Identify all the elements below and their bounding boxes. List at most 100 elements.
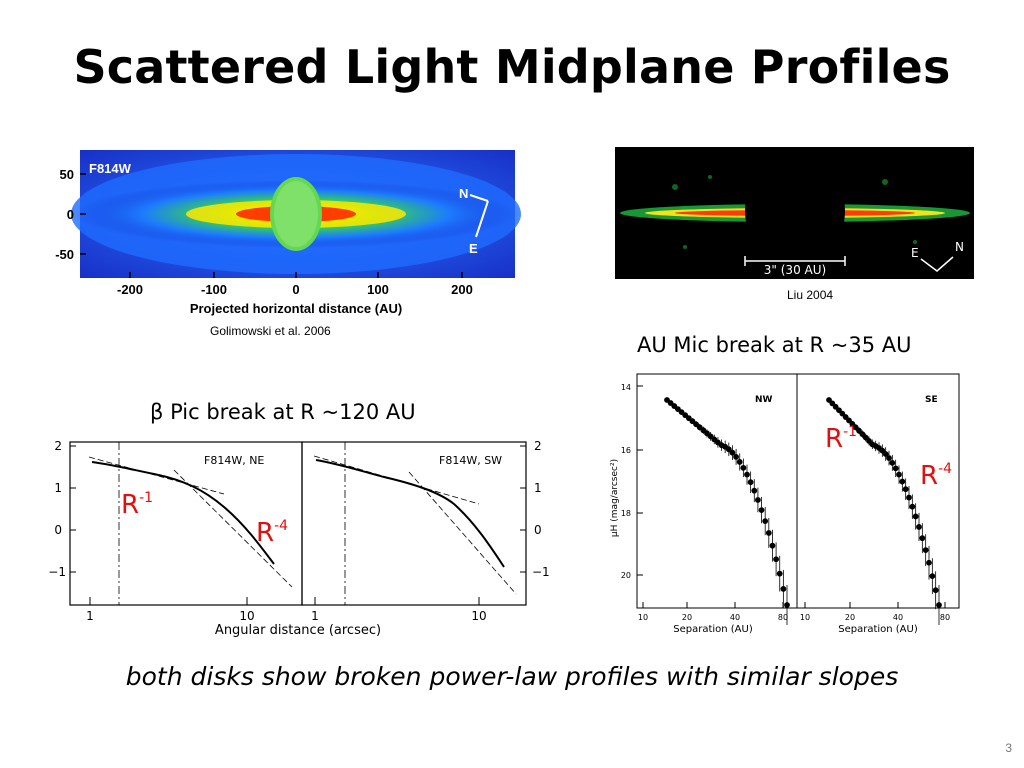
data-point xyxy=(852,424,859,431)
data-point xyxy=(929,573,936,580)
data-point xyxy=(892,465,899,472)
y-tick: 18 xyxy=(621,509,631,518)
data-point xyxy=(678,409,685,416)
panel-label-sw: F814W, SW xyxy=(439,454,502,467)
x-tick: 10 xyxy=(800,613,810,622)
y-tick: 20 xyxy=(621,571,631,580)
au-mic-r-minus1-label: R-1 xyxy=(825,424,857,454)
compass-e-label: E xyxy=(911,246,919,260)
data-point xyxy=(736,459,743,465)
data-point xyxy=(936,602,942,608)
x-axis-label: Separation (AU) xyxy=(673,624,753,635)
data-point xyxy=(842,414,849,420)
data-point xyxy=(919,535,926,542)
y-axis-label: μH (mag/arcsec²) xyxy=(610,459,620,537)
data-point xyxy=(896,471,902,478)
data-point xyxy=(696,424,703,431)
y-tick-right: −1 xyxy=(532,565,550,579)
r-exponent: -1 xyxy=(843,424,858,440)
data-point xyxy=(762,518,769,525)
au-mic-r-minus4-label: R-4 xyxy=(920,461,952,491)
data-point xyxy=(859,431,866,437)
r-letter: R xyxy=(121,490,140,520)
data-point xyxy=(725,446,732,453)
data-point xyxy=(729,449,736,456)
r-exponent: -4 xyxy=(274,518,289,534)
compass-n-label: N xyxy=(955,240,964,254)
data-point xyxy=(758,507,765,514)
data-point xyxy=(784,602,790,608)
x-axis-label: Separation (AU) xyxy=(838,624,918,635)
data-point xyxy=(932,587,939,594)
data-point xyxy=(916,524,922,530)
data-point xyxy=(740,464,747,471)
au-mic-image-caption: Liu 2004 xyxy=(787,288,834,302)
data-point xyxy=(902,486,909,493)
y-tick: 50 xyxy=(60,167,74,182)
y-tick-right: 2 xyxy=(534,439,542,453)
x-tick: 1 xyxy=(311,609,319,623)
data-point xyxy=(832,403,839,410)
data-point xyxy=(780,585,787,592)
data-point xyxy=(704,430,710,437)
x-tick: 0 xyxy=(292,282,299,297)
x-tick: 200 xyxy=(451,282,473,297)
y-tick: 14 xyxy=(621,383,631,392)
data-point xyxy=(879,447,886,454)
data-point xyxy=(922,547,929,554)
x-axis-label: Projected horizontal distance (AU) xyxy=(190,301,402,316)
data-point xyxy=(899,478,906,485)
r-letter: R xyxy=(256,518,275,548)
x-axis-label: Angular distance (arcsec) xyxy=(215,623,381,637)
data-point xyxy=(882,451,889,457)
data-point xyxy=(829,400,836,407)
data-point xyxy=(912,513,919,520)
beta-pic-r-minus1-label: R-1 xyxy=(121,490,153,520)
r-letter: R xyxy=(825,424,844,454)
data-point xyxy=(926,559,932,566)
x-tick: 20 xyxy=(845,613,855,622)
data-point xyxy=(776,570,783,577)
data-point xyxy=(849,420,856,427)
page-number: 3 xyxy=(1005,741,1012,755)
data-point xyxy=(675,406,681,412)
beta-pic-r-minus4-label: R-4 xyxy=(256,518,288,548)
y-tick: −1 xyxy=(48,565,66,579)
y-tick: 2 xyxy=(54,439,62,453)
x-tick: 80 xyxy=(940,613,950,622)
data-point xyxy=(846,417,852,424)
data-point xyxy=(886,455,892,461)
data-point xyxy=(685,415,692,422)
y-tick: 16 xyxy=(621,446,631,455)
slide-title: Scattered Light Midplane Profiles xyxy=(73,40,951,94)
panel-label-nw: NW xyxy=(755,395,773,405)
au-mic-disk-image: 3" (30 AU) E N xyxy=(615,147,974,279)
x-tick: 100 xyxy=(367,282,389,297)
data-point xyxy=(707,433,714,440)
x-tick: 20 xyxy=(682,613,692,622)
compass-icon xyxy=(920,256,954,272)
data-point xyxy=(667,400,674,406)
y-tick-right: 1 xyxy=(534,481,542,495)
data-point xyxy=(909,503,916,510)
r-exponent: -1 xyxy=(139,490,154,506)
data-point xyxy=(700,427,707,434)
au-mic-se-data-points xyxy=(826,397,942,625)
data-point xyxy=(826,397,832,403)
au-mic-break-subtitle: AU Mic break at R ~35 AU xyxy=(637,333,912,357)
x-tick: 10 xyxy=(471,609,486,623)
data-point xyxy=(689,418,696,425)
data-point xyxy=(671,403,678,409)
r-exponent: -4 xyxy=(938,461,953,477)
y-tick-right: 0 xyxy=(534,523,542,537)
r-letter: R xyxy=(920,461,939,491)
data-point xyxy=(856,427,862,434)
au-mic-nw-data-points xyxy=(664,397,790,625)
data-point xyxy=(711,436,718,443)
data-point xyxy=(682,412,689,419)
data-point xyxy=(862,434,869,441)
beta-pic-image-caption: Golimowski et al. 2006 xyxy=(210,324,331,338)
x-tick: -100 xyxy=(201,282,227,297)
data-point xyxy=(889,459,896,466)
x-tick: 10 xyxy=(638,613,648,622)
